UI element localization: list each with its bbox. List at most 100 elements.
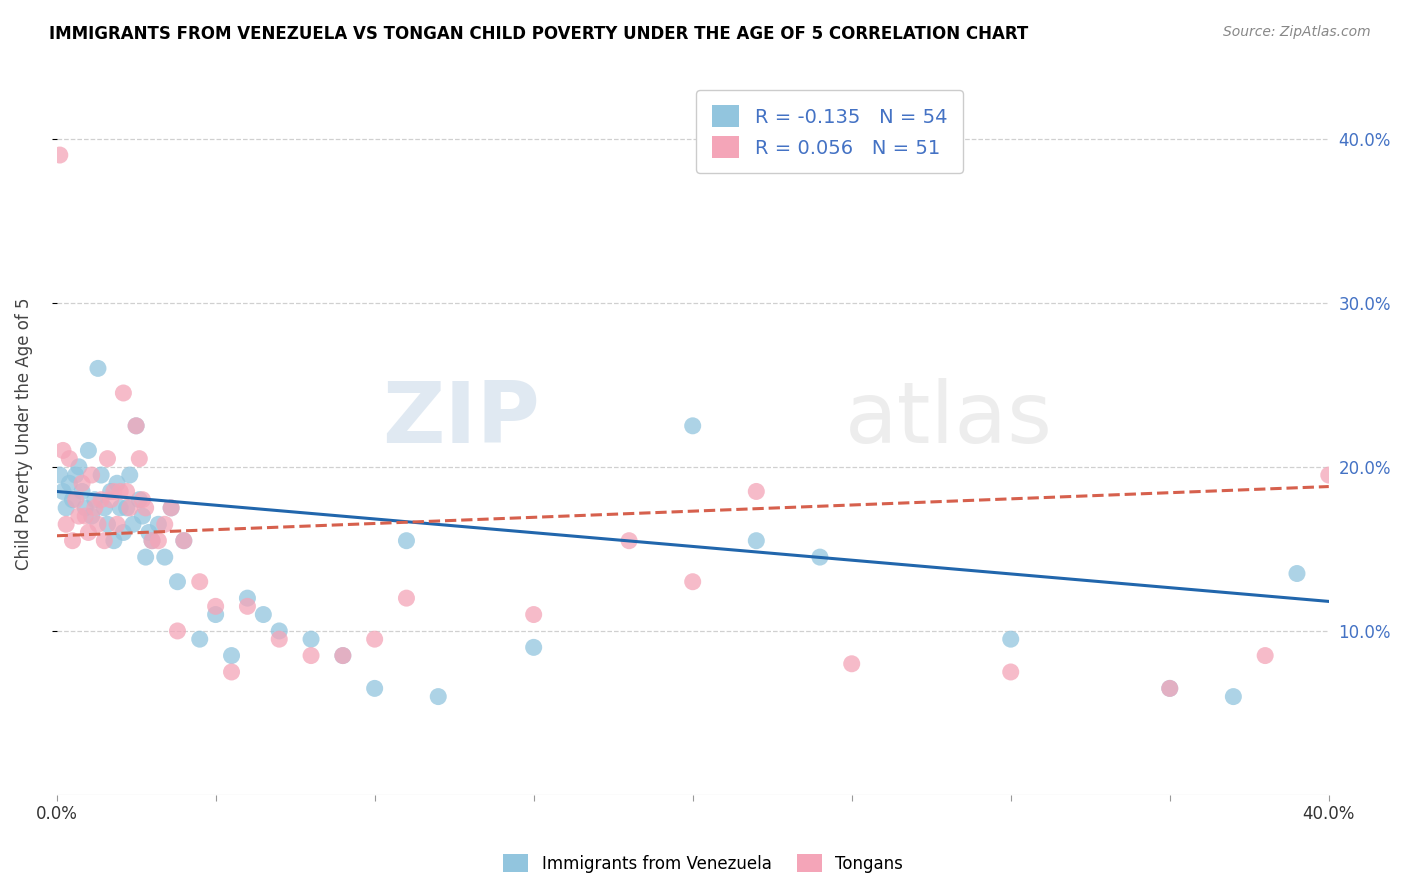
Point	[52, 484, 75, 499]
Point	[221, 665, 243, 679]
Point	[153, 550, 176, 565]
Point	[1222, 690, 1244, 704]
Point	[269, 632, 291, 647]
Point	[93, 500, 115, 515]
Point	[1254, 648, 1277, 663]
Point	[105, 476, 128, 491]
Point	[135, 550, 157, 565]
Point	[808, 550, 831, 565]
Point	[87, 361, 110, 376]
Point	[1159, 681, 1181, 696]
Point	[67, 459, 90, 474]
Point	[745, 484, 768, 499]
Point	[395, 533, 418, 548]
Point	[160, 500, 183, 515]
Point	[166, 574, 188, 589]
Legend: R = -0.135   N = 54, R = 0.056   N = 51: R = -0.135 N = 54, R = 0.056 N = 51	[696, 90, 963, 173]
Point	[236, 591, 259, 606]
Text: IMMIGRANTS FROM VENEZUELA VS TONGAN CHILD POVERTY UNDER THE AGE OF 5 CORRELATION: IMMIGRANTS FROM VENEZUELA VS TONGAN CHIL…	[49, 25, 1028, 43]
Point	[173, 533, 195, 548]
Point	[110, 500, 132, 515]
Point	[299, 648, 322, 663]
Point	[332, 648, 354, 663]
Point	[115, 484, 138, 499]
Point	[204, 599, 226, 614]
Point	[141, 533, 163, 548]
Point	[131, 492, 153, 507]
Point	[135, 500, 157, 515]
Point	[70, 476, 93, 491]
Point	[252, 607, 274, 622]
Point	[166, 624, 188, 638]
Point	[682, 574, 704, 589]
Point	[103, 484, 125, 499]
Point	[83, 500, 105, 515]
Point	[49, 148, 72, 162]
Point	[96, 517, 118, 532]
Point	[427, 690, 450, 704]
Point	[395, 591, 418, 606]
Point	[1285, 566, 1308, 581]
Point	[110, 484, 132, 499]
Legend: Immigrants from Venezuela, Tongans: Immigrants from Venezuela, Tongans	[496, 847, 910, 880]
Point	[160, 500, 183, 515]
Point	[90, 492, 112, 507]
Point	[125, 418, 148, 433]
Point	[148, 517, 170, 532]
Point	[188, 574, 211, 589]
Point	[141, 533, 163, 548]
Point	[269, 624, 291, 638]
Point	[103, 533, 125, 548]
Point	[80, 509, 103, 524]
Point	[87, 517, 110, 532]
Point	[58, 451, 80, 466]
Point	[52, 443, 75, 458]
Point	[523, 607, 546, 622]
Point	[80, 468, 103, 483]
Point	[77, 525, 100, 540]
Point	[1317, 468, 1340, 483]
Point	[236, 599, 259, 614]
Point	[58, 476, 80, 491]
Text: ZIP: ZIP	[382, 378, 540, 461]
Point	[112, 525, 135, 540]
Point	[363, 681, 385, 696]
Point	[299, 632, 322, 647]
Point	[112, 386, 135, 401]
Point	[332, 648, 354, 663]
Point	[617, 533, 640, 548]
Point	[93, 533, 115, 548]
Point	[682, 418, 704, 433]
Point	[75, 509, 97, 524]
Point	[128, 451, 150, 466]
Point	[90, 468, 112, 483]
Point	[221, 648, 243, 663]
Point	[100, 492, 122, 507]
Point	[122, 517, 145, 532]
Point	[105, 517, 128, 532]
Point	[204, 607, 226, 622]
Point	[70, 484, 93, 499]
Point	[49, 468, 72, 483]
Point	[65, 492, 87, 507]
Point	[62, 492, 84, 507]
Point	[1159, 681, 1181, 696]
Point	[148, 533, 170, 548]
Point	[1000, 632, 1022, 647]
Point	[62, 533, 84, 548]
Text: atlas: atlas	[845, 378, 1053, 461]
Y-axis label: Child Poverty Under the Age of 5: Child Poverty Under the Age of 5	[15, 298, 32, 570]
Point	[75, 500, 97, 515]
Point	[523, 640, 546, 655]
Point	[363, 632, 385, 647]
Point	[1000, 665, 1022, 679]
Point	[55, 500, 77, 515]
Point	[138, 525, 160, 540]
Point	[67, 509, 90, 524]
Point	[841, 657, 863, 671]
Point	[77, 443, 100, 458]
Point	[745, 533, 768, 548]
Text: Source: ZipAtlas.com: Source: ZipAtlas.com	[1223, 25, 1371, 39]
Point	[115, 500, 138, 515]
Point	[100, 484, 122, 499]
